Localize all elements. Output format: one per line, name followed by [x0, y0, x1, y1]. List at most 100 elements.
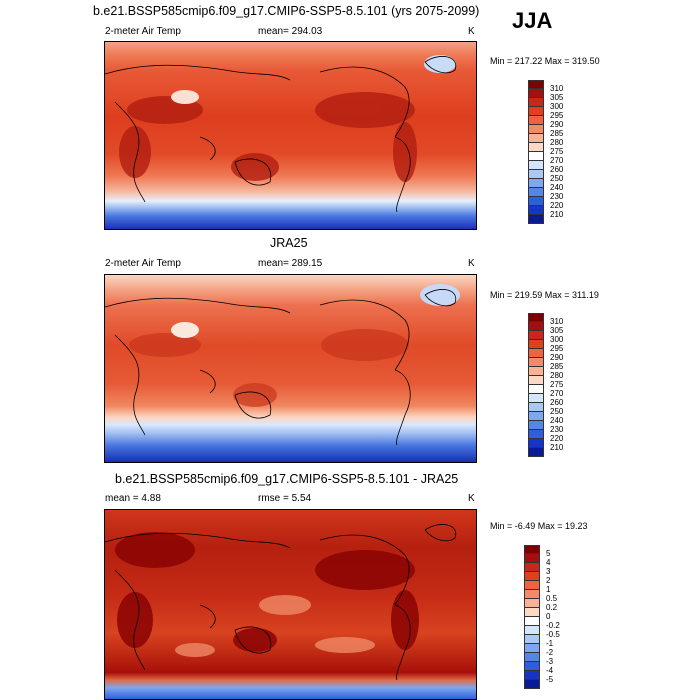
colorbar-tick-label: 305 — [550, 326, 564, 335]
colorbar-box — [528, 340, 544, 349]
panel-2-map-field — [105, 275, 476, 462]
colorbar-tick-label: 275 — [550, 380, 564, 389]
panel-3-rmse: rmse = 5.54 — [258, 493, 312, 504]
colorbar-box — [528, 152, 544, 161]
colorbar-box — [528, 143, 544, 152]
colorbar-tick-label: 290 — [550, 120, 564, 129]
colorbar-tick-label: 5 — [546, 549, 551, 558]
colorbar-box — [524, 563, 540, 572]
colorbar-tick-label: 280 — [550, 138, 564, 147]
colorbar-tick-label: 295 — [550, 111, 564, 120]
panel-1-mean: mean= 294.03 — [258, 26, 323, 37]
colorbar-box — [528, 107, 544, 116]
colorbar-tick-label: 3 — [546, 567, 551, 576]
colorbar-box — [528, 80, 544, 89]
colorbar-tick-label: -0.5 — [546, 630, 560, 639]
colorbar-tick-label: 220 — [550, 201, 564, 210]
colorbar-box — [524, 680, 540, 689]
colorbar-tick-label: 285 — [550, 129, 564, 138]
colorbar-box — [528, 358, 544, 367]
colorbar-tick-label: -2 — [546, 648, 554, 657]
colorbar-box — [528, 179, 544, 188]
colorbar-tick-label: 300 — [550, 102, 564, 111]
colorbar-box — [528, 161, 544, 170]
colorbar-box — [528, 412, 544, 421]
panel-1-map — [104, 41, 477, 230]
colorbar-box — [524, 554, 540, 563]
colorbar-box — [528, 170, 544, 179]
colorbar-tick-label: 310 — [550, 317, 564, 326]
colorbar-tick-label: 295 — [550, 344, 564, 353]
colorbar-tick-label: 0.2 — [546, 603, 558, 612]
colorbar-tick-label: 270 — [550, 156, 564, 165]
colorbar-box — [528, 367, 544, 376]
colorbar-tick-label: 240 — [550, 416, 564, 425]
colorbar-box — [524, 635, 540, 644]
colorbar-tick-label: 270 — [550, 389, 564, 398]
colorbar-tick-label: 0.5 — [546, 594, 558, 603]
colorbar-tick-label: 260 — [550, 165, 564, 174]
colorbar-tick-label: 285 — [550, 362, 564, 371]
colorbar-tick-label: 290 — [550, 353, 564, 362]
colorbar-tick-label: 305 — [550, 93, 564, 102]
colorbar-box — [528, 322, 544, 331]
panel-3-mean: mean = 4.88 — [105, 493, 161, 504]
panel-2-mean: mean= 289.15 — [258, 258, 323, 269]
colorbar-box — [524, 545, 540, 554]
colorbar-tick-label: 310 — [550, 84, 564, 93]
panel-3-map — [104, 509, 477, 700]
colorbar-tick-label: 250 — [550, 174, 564, 183]
colorbar-box — [528, 125, 544, 134]
panel-3-minmax: Min = -6.49 Max = 19.23 — [490, 521, 588, 531]
colorbar-box — [524, 590, 540, 599]
colorbar-tick-label: 230 — [550, 192, 564, 201]
colorbar-tick-label: 300 — [550, 335, 564, 344]
colorbar-tick-label: -1 — [546, 639, 554, 648]
colorbar-tick-label: 275 — [550, 147, 564, 156]
colorbar-box — [528, 197, 544, 206]
colorbar-box — [524, 608, 540, 617]
colorbar-box — [528, 376, 544, 385]
colorbar-box — [524, 644, 540, 653]
colorbar-box — [528, 134, 544, 143]
colorbar-box — [528, 89, 544, 98]
colorbar-tick-label: 280 — [550, 371, 564, 380]
colorbar-box — [528, 349, 544, 358]
colorbar-tick-label: -5 — [546, 675, 554, 684]
colorbar-box — [528, 448, 544, 457]
colorbar-tick-label: -4 — [546, 666, 554, 675]
colorbar-tick-label: 2 — [546, 576, 551, 585]
colorbar-tick-label: 250 — [550, 407, 564, 416]
colorbar-tick-label: 210 — [550, 443, 564, 452]
panel-2-title: JRA25 — [270, 236, 308, 250]
panel-1-map-field — [105, 42, 476, 229]
panel-2-minmax: Min = 219.59 Max = 311.19 — [490, 290, 599, 300]
colorbar-box — [528, 215, 544, 224]
colorbar-box — [528, 439, 544, 448]
colorbar-box — [524, 671, 540, 680]
panel-1-minmax: Min = 217.22 Max = 319.50 — [490, 56, 600, 66]
season-label: JJA — [512, 8, 553, 33]
colorbar-tick-label: 220 — [550, 434, 564, 443]
colorbar-tick-label: -3 — [546, 657, 554, 666]
panel-3-title: b.e21.BSSP585cmip6.f09_g17.CMIP6-SSP5-8.… — [115, 472, 459, 486]
colorbar-box — [528, 394, 544, 403]
panel-2-map — [104, 274, 477, 463]
colorbar-tick-label: 240 — [550, 183, 564, 192]
colorbar-box — [528, 331, 544, 340]
colorbar-box — [528, 403, 544, 412]
colorbar-tick-label: 1 — [546, 585, 551, 594]
colorbar-box — [528, 430, 544, 439]
panel-2-variable: 2-meter Air Temp — [105, 258, 181, 269]
colorbar-box — [524, 599, 540, 608]
colorbar-tick-label: 0 — [546, 612, 551, 621]
colorbar-box — [524, 572, 540, 581]
panel-1-title: b.e21.BSSP585cmip6.f09_g17.CMIP6-SSP5-8.… — [93, 4, 480, 18]
colorbar-box — [524, 626, 540, 635]
panel-1-units: K — [468, 26, 475, 37]
colorbar-tick-label: 260 — [550, 398, 564, 407]
colorbar-box — [524, 662, 540, 671]
colorbar-box — [524, 581, 540, 590]
colorbar-tick-label: -0.2 — [546, 621, 560, 630]
colorbar-box — [528, 313, 544, 322]
